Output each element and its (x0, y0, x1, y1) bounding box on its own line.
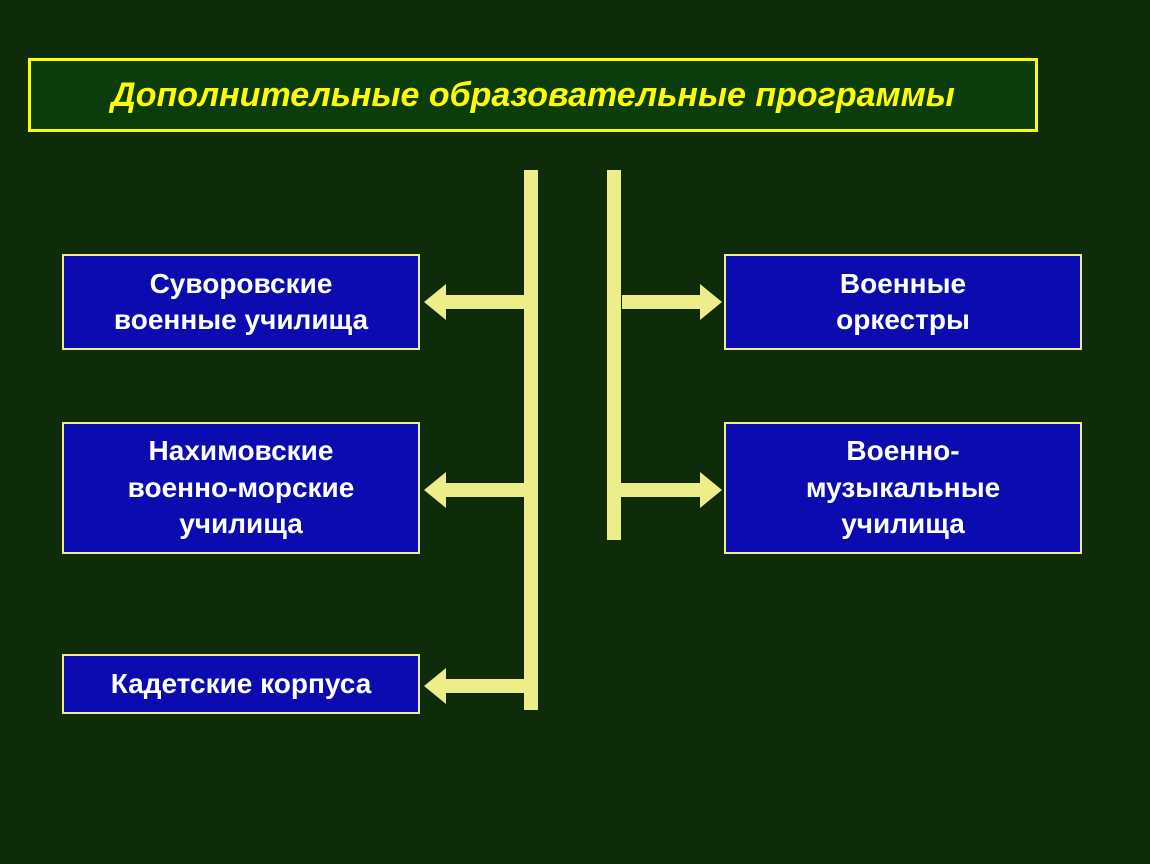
arrow-2 (424, 668, 538, 704)
node-label: Военно- музыкальные училища (806, 433, 1000, 542)
node-n2: Нахимовские военно-морские училища (62, 422, 420, 554)
diagram-title: Дополнительные образовательные программы (28, 58, 1038, 132)
node-n4: Военные оркестры (724, 254, 1082, 350)
arrow-1 (424, 472, 524, 508)
arrow-3 (622, 284, 722, 320)
arrow-4 (608, 472, 722, 508)
trunk-left (524, 170, 538, 710)
node-label: Суворовские военные училища (114, 266, 368, 339)
node-label: Нахимовские военно-морские училища (128, 433, 355, 542)
node-n3: Кадетские корпуса (62, 654, 420, 714)
node-label: Военные оркестры (836, 266, 970, 339)
title-text: Дополнительные образовательные программы (111, 76, 955, 115)
arrow-0 (424, 284, 524, 320)
node-n5: Военно- музыкальные училища (724, 422, 1082, 554)
node-n1: Суворовские военные училища (62, 254, 420, 350)
node-label: Кадетские корпуса (111, 666, 372, 702)
